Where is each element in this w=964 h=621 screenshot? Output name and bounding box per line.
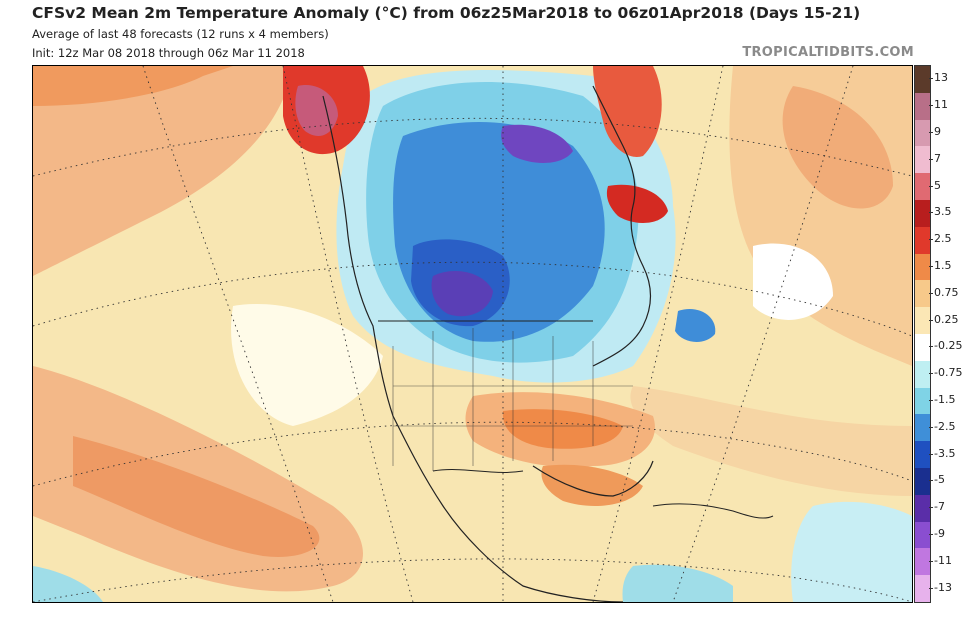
colorbar-tick bbox=[929, 560, 933, 562]
baffin-cold-core bbox=[501, 124, 573, 163]
colorbar-tick bbox=[929, 212, 933, 214]
colorbar-segment bbox=[915, 253, 930, 281]
atlantic-cold-spot bbox=[675, 308, 716, 342]
colorbar-label: 0.25 bbox=[934, 312, 959, 326]
colorbar-segment bbox=[915, 441, 930, 469]
colorbar-segment bbox=[915, 146, 930, 174]
north-atlantic-warm-core bbox=[782, 86, 893, 209]
subtropical-pacific-warm-core bbox=[73, 436, 320, 557]
colorbar-tick bbox=[929, 132, 933, 133]
colorbar-label: -5 bbox=[934, 473, 945, 487]
labrador-warm-core bbox=[606, 184, 668, 223]
state-boundaries bbox=[392, 328, 633, 471]
temperature-anomaly-map bbox=[32, 65, 913, 603]
init-time: Init: 12z Mar 08 2018 through 06z Mar 11… bbox=[32, 46, 305, 60]
colorbar-tick bbox=[929, 453, 933, 455]
us-mexico-border bbox=[432, 469, 524, 473]
colorbar-tick bbox=[929, 426, 933, 428]
colorbar-label: -9 bbox=[934, 527, 945, 540]
colorbar-label: 13 bbox=[934, 71, 948, 85]
greenland-warm-area bbox=[593, 66, 662, 157]
colorbar-tick bbox=[929, 480, 933, 482]
colorbar-label: -13 bbox=[934, 580, 952, 594]
colorbar-segment bbox=[915, 92, 930, 121]
cuba-outline bbox=[652, 503, 774, 519]
colorbar-segment bbox=[915, 575, 930, 603]
colorbar-tick bbox=[929, 158, 933, 160]
colorbar-tick bbox=[929, 105, 933, 107]
colorbar-tick bbox=[929, 266, 933, 267]
colorbar bbox=[914, 65, 931, 603]
colorbar-label: 9 bbox=[934, 125, 941, 138]
colorbar-label: 11 bbox=[934, 98, 948, 112]
map-title: CFSv2 Mean 2m Temperature Anomaly (°C) f… bbox=[32, 4, 861, 22]
caribbean-cool-area bbox=[791, 501, 912, 602]
colorbar-label: 0.75 bbox=[934, 285, 959, 299]
colorbar-tick bbox=[929, 239, 933, 241]
colorbar-tick bbox=[929, 319, 933, 321]
colorbar-label: 7 bbox=[934, 151, 941, 165]
colorbar-label: -3.5 bbox=[934, 446, 956, 460]
colorbar-tick bbox=[929, 373, 933, 375]
colorbar-tick bbox=[929, 185, 933, 187]
central-america-cool-area bbox=[622, 564, 733, 602]
mid-atlantic-warm-area bbox=[630, 386, 912, 496]
colorbar-label: 1.5 bbox=[934, 259, 952, 272]
colorbar-tick bbox=[929, 534, 933, 535]
colorbar-segment bbox=[915, 387, 930, 415]
colorbar-label: -2.5 bbox=[934, 419, 956, 433]
colorbar-label: -11 bbox=[934, 553, 952, 567]
colorbar-label: -0.25 bbox=[934, 339, 963, 353]
colorbar-label: -1.5 bbox=[934, 393, 956, 406]
colorbar-segment bbox=[915, 494, 930, 523]
colorbar-segment bbox=[915, 468, 930, 496]
colorbar-segment bbox=[915, 548, 930, 576]
atlantic-near-zero bbox=[753, 243, 833, 320]
colorbar-tick bbox=[929, 400, 933, 401]
atlantic-coastline bbox=[592, 85, 652, 367]
west-coast-near-zero bbox=[231, 304, 383, 426]
colorbar-label: 3.5 bbox=[934, 205, 952, 219]
southwest-cool-area bbox=[33, 566, 103, 602]
colorbar-label: 2.5 bbox=[934, 232, 952, 246]
gulf-warm-area bbox=[541, 464, 643, 506]
colorbar-label: 5 bbox=[934, 178, 941, 192]
colorbar-segment bbox=[915, 280, 930, 308]
colorbar-segment bbox=[915, 119, 930, 147]
map-subtitle: Average of last 48 forecasts (12 runs x … bbox=[32, 27, 329, 41]
source-watermark: TROPICALTIDBITS.COM bbox=[742, 45, 914, 60]
colorbar-segment bbox=[915, 334, 930, 362]
colorbar-tick bbox=[929, 507, 933, 509]
colorbar-label: -7 bbox=[934, 500, 945, 514]
colorbar-segment bbox=[915, 173, 930, 201]
colorbar-tick bbox=[929, 292, 933, 294]
north-pacific-warm-area bbox=[33, 66, 293, 276]
colorbar-segment bbox=[915, 200, 930, 228]
colorbar-tick bbox=[929, 78, 933, 80]
colorbar-segment bbox=[915, 521, 930, 549]
colorbar-tick bbox=[929, 587, 933, 589]
colorbar-segment bbox=[915, 307, 930, 335]
gulf-coastline bbox=[532, 460, 654, 497]
graticule bbox=[33, 66, 912, 602]
colorbar-segment bbox=[915, 66, 930, 94]
central-canada-deep-cold bbox=[431, 271, 493, 317]
colorbar-segment bbox=[915, 360, 930, 389]
colorbar-segment bbox=[915, 414, 930, 442]
alaska-warm-core bbox=[295, 85, 338, 136]
colorbar-label: -0.75 bbox=[934, 366, 963, 380]
colorbar-tick bbox=[929, 346, 933, 348]
colorbar-segment bbox=[915, 226, 930, 255]
north-pacific-warm-core bbox=[33, 66, 233, 106]
